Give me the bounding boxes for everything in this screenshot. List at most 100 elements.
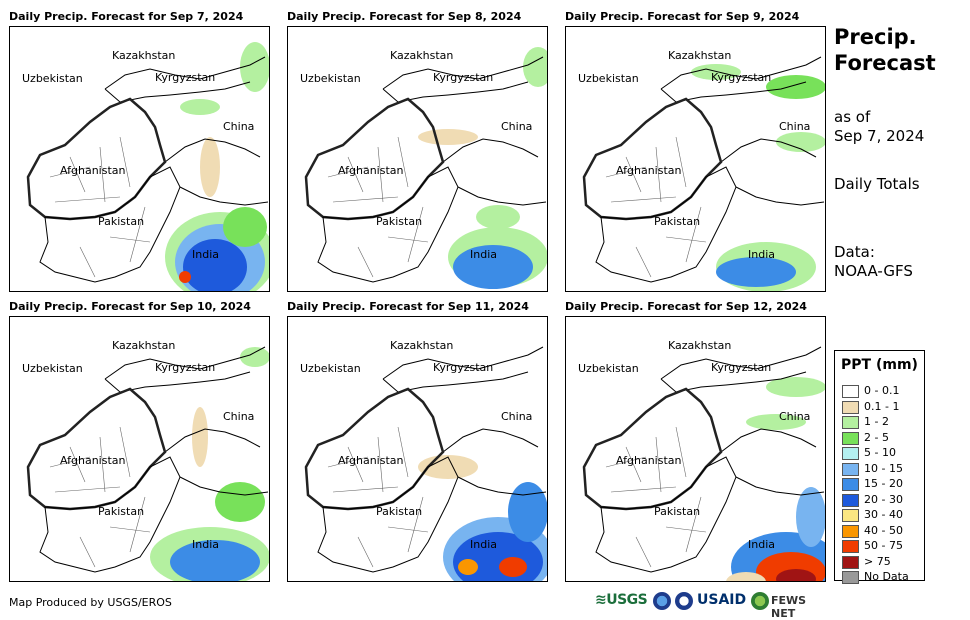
legend-label: 0 - 0.1 [864, 384, 900, 397]
forecast-panel-2: Daily Precip. Forecast for Sep 8, 2024 K… [287, 10, 567, 300]
country-label-afghanistan: Afghanistan [616, 454, 682, 467]
country-label-kazakhstan: Kazakhstan [390, 49, 453, 62]
legend-swatch [842, 540, 859, 553]
legend-swatch [842, 416, 859, 429]
province-boundary [327, 426, 429, 568]
legend-item: 0.1 - 1 [842, 399, 922, 414]
country-label-pakistan: Pakistan [654, 215, 700, 228]
legend-label: 15 - 20 [864, 477, 903, 490]
legend-swatch [842, 478, 859, 491]
legend-item: 1 - 2 [842, 415, 922, 429]
legend: PPT (mm) 0 - 0.1 0.1 - 1 1 - 2 2 - 5 5 - 10 1… [834, 350, 925, 584]
province-boundary [327, 136, 429, 278]
precip-area [476, 205, 520, 229]
precip-map: Kazakhstan Uzbekistan Kyrgyzstan China Afgha… [300, 47, 547, 289]
country-label-kazakhstan: Kazakhstan [668, 339, 731, 352]
precip-map: Kazakhstan Uzbekistan Kyrgyzstan China Afgha… [22, 42, 269, 291]
legend-item: 15 - 20 [842, 477, 922, 491]
forecast-panel-4: Daily Precip. Forecast for Sep 10, 2024 … [9, 300, 289, 590]
legend-swatch [842, 385, 859, 398]
legend-label: 2 - 5 [864, 430, 889, 444]
panel-title: Daily Precip. Forecast for Sep 9, 2024 [565, 10, 800, 23]
forecast-panel-3: Daily Precip. Forecast for Sep 9, 2024 K… [565, 10, 845, 300]
precip-area [499, 557, 527, 577]
precip-area [170, 540, 260, 581]
country-label-china: China [223, 410, 254, 423]
panel-title: Daily Precip. Forecast for Sep 11, 2024 [287, 300, 529, 313]
precip-area [215, 482, 265, 522]
legend-item: 30 - 40 [842, 508, 922, 522]
map-frame: Kazakhstan Uzbekistan Kyrgyzstan China Afgha… [565, 26, 826, 292]
country-label-kyrgyzstan: Kyrgyzstan [155, 71, 215, 84]
legend-swatch [842, 571, 859, 584]
map-frame: Kazakhstan Uzbekistan Kyrgyzstan China Afgha… [565, 316, 826, 582]
country-label-afghanistan: Afghanistan [338, 454, 404, 467]
forecast-panel-5: Daily Precip. Forecast for Sep 11, 2024 … [287, 300, 567, 590]
legend-item: 20 - 30 [842, 492, 922, 507]
legend-swatch [842, 555, 859, 569]
precip-area [776, 569, 816, 581]
country-label-india: India [748, 538, 775, 551]
fews-globe-icon [751, 592, 769, 610]
neighbor-boundary [442, 428, 547, 496]
country-label-kyrgyzstan: Kyrgyzstan [711, 71, 771, 84]
country-label-china: China [501, 410, 532, 423]
country-label-uzbekistan: Uzbekistan [300, 72, 361, 85]
panel-title: Daily Precip. Forecast for Sep 10, 2024 [9, 300, 251, 313]
precip-area [453, 245, 533, 289]
country-label-kazakhstan: Kazakhstan [390, 339, 453, 352]
legend-label: 0.1 - 1 [864, 399, 900, 413]
country-label-india: India [470, 248, 497, 261]
neighbor-boundary [164, 428, 269, 496]
legend-item: 5 - 10 [842, 446, 922, 460]
precip-area [223, 207, 267, 247]
country-label-kazakhstan: Kazakhstan [112, 339, 175, 352]
as-of-line1: as of [834, 108, 871, 126]
panel-title: Daily Precip. Forecast for Sep 8, 2024 [287, 10, 522, 23]
afghanistan-border [582, 97, 723, 221]
pakistan-border [595, 456, 737, 573]
country-label-china: China [223, 120, 254, 133]
precip-area [766, 377, 825, 397]
legend-item: No Data [842, 570, 922, 584]
country-label-kyrgyzstan: Kyrgyzstan [155, 361, 215, 374]
legend-label: 10 - 15 [864, 461, 903, 475]
precip-map: Kazakhstan Uzbekistan Kyrgyzstan China Afgha… [578, 49, 825, 291]
legend-item: 0 - 0.1 [842, 384, 922, 398]
precip-map: Kazakhstan Uzbekistan Kyrgyzstan China Afgha… [22, 339, 269, 581]
country-label-uzbekistan: Uzbekistan [578, 72, 639, 85]
precip-map: Kazakhstan Uzbekistan Kyrgyzstan China Afgha… [578, 339, 825, 581]
country-label-china: China [501, 120, 532, 133]
country-label-kazakhstan: Kazakhstan [112, 49, 175, 62]
as-of-line2: Sep 7, 2024 [834, 127, 925, 145]
country-label-india: India [748, 248, 775, 261]
precip-area [240, 347, 269, 367]
country-label-china: China [779, 120, 810, 133]
country-label-pakistan: Pakistan [376, 215, 422, 228]
side-title-line2: Forecast [834, 51, 936, 75]
country-label-india: India [192, 538, 219, 551]
map-frame: Kazakhstan Uzbekistan Kyrgyzstan China Afgha… [9, 316, 270, 582]
precip-area [776, 132, 825, 152]
legend-swatch [842, 493, 859, 507]
usgs-logo: ≋USGS [595, 592, 648, 608]
neighbor-boundary [442, 138, 547, 206]
forecast-panel-6: Daily Precip. Forecast for Sep 12, 2024 … [565, 300, 845, 590]
legend-label: > 75 [864, 554, 891, 568]
province-boundary [605, 136, 707, 278]
country-label-uzbekistan: Uzbekistan [22, 72, 83, 85]
country-label-india: India [470, 538, 497, 551]
usaid-logo: USAID [697, 592, 747, 608]
country-label-kyrgyzstan: Kyrgyzstan [433, 361, 493, 374]
panel-title: Daily Precip. Forecast for Sep 12, 2024 [565, 300, 807, 313]
legend-label: 20 - 30 [864, 492, 903, 506]
pakistan-border [317, 456, 459, 573]
country-label-uzbekistan: Uzbekistan [22, 362, 83, 375]
legend-item: 50 - 75 [842, 539, 922, 553]
afghanistan-border [304, 387, 445, 511]
country-label-kyrgyzstan: Kyrgyzstan [711, 361, 771, 374]
legend-label: 50 - 75 [864, 539, 903, 552]
data-source-line1: Data: [834, 243, 875, 261]
neighbor-boundary [164, 138, 269, 206]
credit-text: Map Produced by USGS/EROS [9, 596, 172, 609]
